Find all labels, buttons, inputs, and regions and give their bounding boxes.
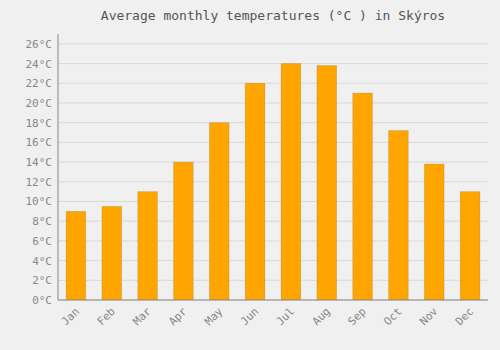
- x-tick-label: Apr: [166, 305, 190, 329]
- bar: [389, 131, 409, 300]
- background: [0, 0, 500, 350]
- bar: [209, 123, 229, 300]
- x-tick-label: Dec: [453, 305, 476, 328]
- bar: [245, 83, 265, 300]
- bar: [66, 211, 86, 300]
- y-axis-line: [58, 34, 59, 300]
- x-tick-label: Aug: [310, 305, 333, 328]
- y-tick-label: 22°C: [26, 77, 53, 90]
- grid-line: [58, 63, 488, 64]
- x-tick-label: Oct: [381, 305, 404, 328]
- grid-line: [58, 142, 488, 143]
- x-axis: Jan Feb Mar Apr May Jun Jul Aug Sep Oct Nov Dec: [59, 305, 476, 329]
- y-tick-label: 6°C: [32, 235, 52, 248]
- grid-line: [58, 43, 488, 44]
- y-tick-label: 24°C: [26, 58, 53, 71]
- y-tick-label: 0°C: [32, 294, 52, 307]
- y-tick-label: 14°C: [26, 156, 53, 169]
- grid-line: [58, 201, 488, 202]
- bar: [102, 206, 122, 300]
- y-tick-label: 26°C: [26, 38, 53, 51]
- x-tick-label: Jun: [238, 305, 261, 328]
- grid-line: [58, 102, 488, 103]
- y-tick-label: 4°C: [32, 255, 52, 268]
- bar: [353, 93, 373, 300]
- grid-line: [58, 280, 488, 281]
- bar: [424, 164, 444, 300]
- bar: [281, 64, 301, 300]
- y-tick-label: 10°C: [26, 195, 53, 208]
- y-tick-label: 16°C: [26, 136, 53, 149]
- y-axis: 0°C 2°C 4°C 6°C 8°C 10°C 12°C 14°C 16°C 18°C 20°C 2…: [26, 38, 53, 307]
- grid-line: [58, 300, 488, 301]
- x-tick-label: Feb: [95, 305, 118, 328]
- x-tick-label: Sep: [345, 305, 368, 328]
- chart: Average monthly temperatures (°C ) in Sk…: [0, 0, 500, 350]
- y-tick-label: 20°C: [26, 97, 53, 110]
- grid-line: [58, 83, 488, 84]
- grid-line: [58, 122, 488, 123]
- grid-line: [58, 221, 488, 222]
- bar: [174, 162, 194, 300]
- x-tick-label: May: [202, 305, 226, 329]
- title: Average monthly temperatures (°C ) in Sk…: [101, 8, 445, 23]
- x-tick-label: Jan: [59, 305, 82, 328]
- bar: [460, 192, 480, 300]
- x-tick-label: Mar: [130, 305, 154, 329]
- y-tick-label: 8°C: [32, 215, 52, 228]
- bar: [317, 66, 337, 300]
- y-tick-label: 2°C: [32, 274, 52, 287]
- grid-line: [58, 181, 488, 182]
- y-tick-label: 18°C: [26, 117, 53, 130]
- x-tick-label: Jul: [274, 305, 297, 328]
- bar: [138, 192, 158, 300]
- y-tick-label: 12°C: [26, 176, 53, 189]
- bars: [66, 64, 480, 300]
- grid-line: [58, 240, 488, 241]
- grid-line: [58, 162, 488, 163]
- x-tick-label: Nov: [417, 305, 441, 329]
- grid: [58, 44, 488, 300]
- x-axis-line: [58, 300, 488, 301]
- grid-line: [58, 260, 488, 261]
